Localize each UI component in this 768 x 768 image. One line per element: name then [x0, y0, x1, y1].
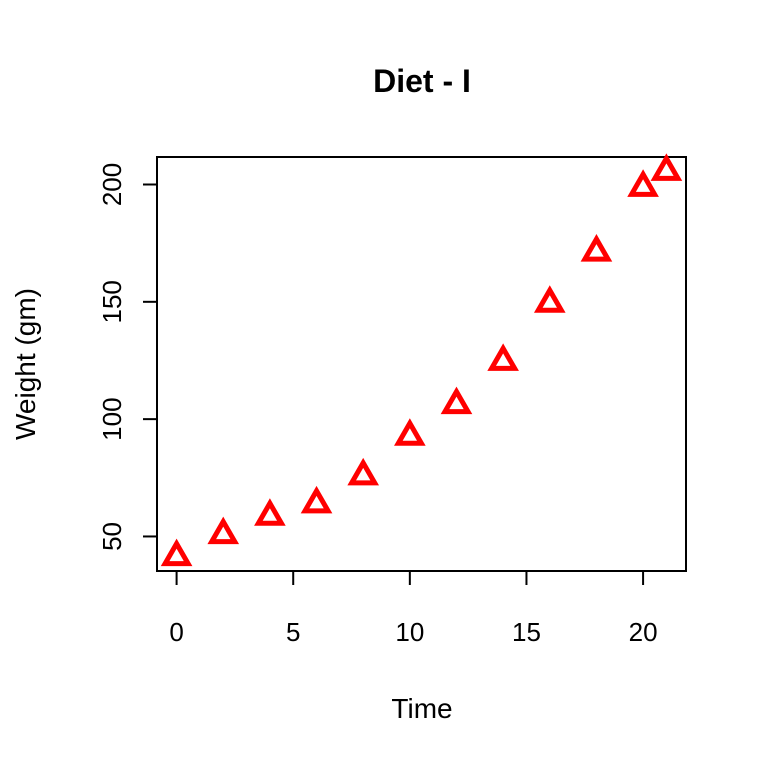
x-tick-label: 5	[286, 617, 300, 647]
data-point	[394, 418, 426, 446]
data-point	[440, 386, 473, 415]
y-tick-label: 150	[97, 280, 127, 323]
data-point	[254, 498, 286, 526]
y-axis: 50 100 150 200	[97, 163, 158, 551]
data-point	[533, 285, 566, 313]
y-tick-label: 200	[97, 163, 127, 206]
data-point	[487, 343, 519, 371]
x-axis-label: Time	[391, 693, 452, 724]
x-tick-label: 20	[629, 617, 658, 647]
data-point	[650, 153, 683, 181]
data-point	[580, 234, 613, 262]
chart-title: Diet - I	[373, 63, 471, 99]
x-tick-label: 0	[169, 617, 183, 647]
data-point	[160, 538, 193, 567]
y-axis-label: Weight (gm)	[10, 288, 41, 440]
plot-frame	[156, 156, 687, 572]
x-tick-label: 15	[512, 617, 541, 647]
data-point	[627, 169, 659, 197]
x-axis: 0 5 10 15 20	[169, 570, 658, 647]
data-points	[160, 153, 683, 567]
x-tick-label: 10	[395, 617, 424, 647]
y-tick-label: 100	[97, 397, 127, 440]
data-point	[207, 516, 240, 545]
data-point	[347, 457, 380, 486]
y-tick-label: 50	[97, 522, 127, 551]
data-point	[300, 485, 333, 514]
